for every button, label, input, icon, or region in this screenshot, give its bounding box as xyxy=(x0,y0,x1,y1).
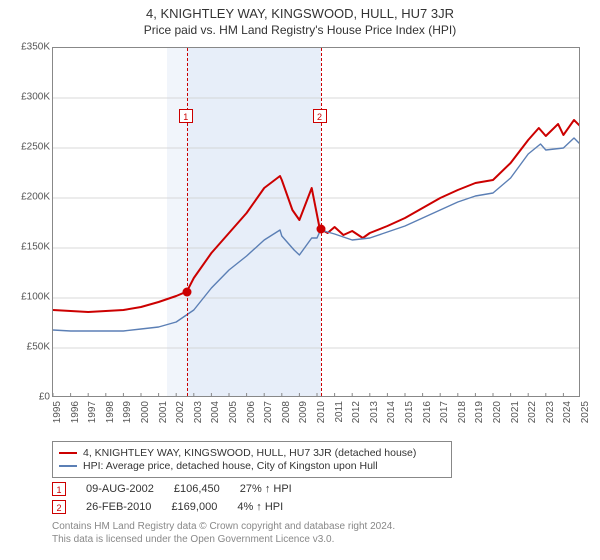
legend: 4, KNIGHTLEY WAY, KINGSWOOD, HULL, HU7 3… xyxy=(52,441,452,478)
root: 4, KNIGHTLEY WAY, KINGSWOOD, HULL, HU7 3… xyxy=(0,0,600,560)
chart: £0£50K£100K£150K£200K£250K£300K£350K1995… xyxy=(12,43,588,435)
sale-delta: 4% ↑ HPI xyxy=(237,501,283,513)
footer: Contains HM Land Registry data © Crown c… xyxy=(52,520,588,546)
sale-price: £169,000 xyxy=(171,501,217,513)
footer-line: Contains HM Land Registry data © Crown c… xyxy=(52,520,588,533)
footer-line: This data is licensed under the Open Gov… xyxy=(52,533,588,546)
sale-row: 2 26-FEB-2010 £169,000 4% ↑ HPI xyxy=(52,500,588,514)
legend-label: 4, KNIGHTLEY WAY, KINGSWOOD, HULL, HU7 3… xyxy=(83,447,416,459)
plot-area xyxy=(52,47,580,397)
sale-price: £106,450 xyxy=(174,483,220,495)
chart-subtitle: Price paid vs. HM Land Registry's House … xyxy=(12,23,588,37)
legend-item: 4, KNIGHTLEY WAY, KINGSWOOD, HULL, HU7 3… xyxy=(59,447,445,459)
legend-label: HPI: Average price, detached house, City… xyxy=(83,460,378,472)
sale-delta: 27% ↑ HPI xyxy=(240,483,292,495)
legend-swatch xyxy=(59,465,77,467)
chart-title: 4, KNIGHTLEY WAY, KINGSWOOD, HULL, HU7 3… xyxy=(12,6,588,21)
sale-date: 09-AUG-2002 xyxy=(86,483,154,495)
legend-item: HPI: Average price, detached house, City… xyxy=(59,460,445,472)
legend-swatch xyxy=(59,452,77,454)
line-svg xyxy=(53,48,580,397)
sale-date: 26-FEB-2010 xyxy=(86,501,151,513)
sale-row: 1 09-AUG-2002 £106,450 27% ↑ HPI xyxy=(52,482,588,496)
sale-marker: 1 xyxy=(52,482,66,496)
sale-marker: 2 xyxy=(52,500,66,514)
